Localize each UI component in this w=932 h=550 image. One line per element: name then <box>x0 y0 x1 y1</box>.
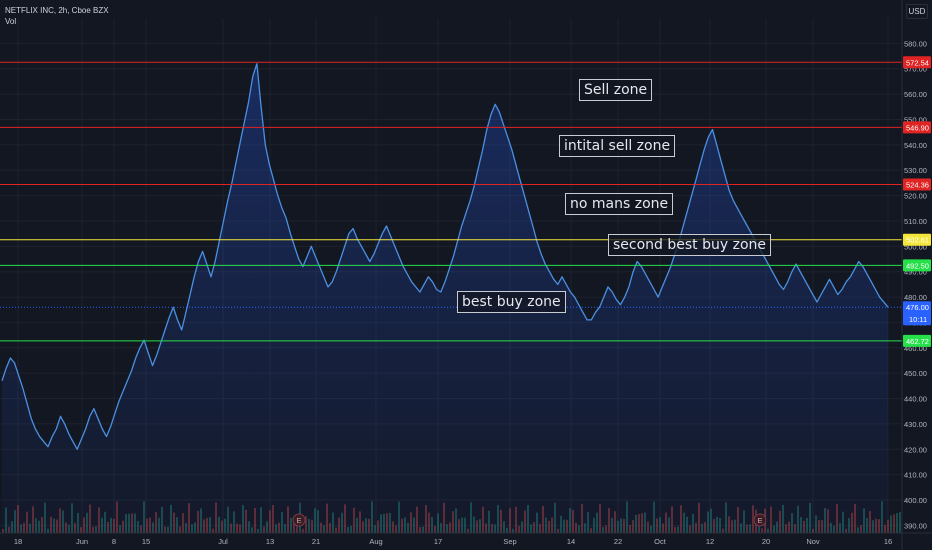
volume-bar <box>890 515 892 533</box>
price-level-badge-text: 492.50 <box>906 261 929 270</box>
x-tick-label: Jul <box>218 537 228 546</box>
x-tick-label: 13 <box>266 537 274 546</box>
x-tick-label: Oct <box>654 537 667 546</box>
x-tick-label: Aug <box>369 537 382 546</box>
price-level-badge[interactable] <box>903 259 931 272</box>
price-level-badge[interactable] <box>903 233 931 246</box>
x-tick-label: 8 <box>112 537 116 546</box>
countdown-text: 10:11 <box>909 315 927 324</box>
x-tick-label: 22 <box>614 537 622 546</box>
x-tick-label: 21 <box>312 537 320 546</box>
earnings-event-letter: E <box>296 516 301 525</box>
currency-button[interactable]: USD <box>906 4 928 19</box>
second-best-buy-zone-label[interactable]: second best buy zone <box>608 234 772 256</box>
y-tick-label: 550.00 <box>904 115 927 124</box>
x-tick-label: 12 <box>706 537 714 546</box>
y-tick-label: 500.00 <box>904 242 927 251</box>
y-tick-label: 520.00 <box>904 192 927 201</box>
y-tick-label: 440.00 <box>904 395 927 404</box>
x-tick-label: 18 <box>14 537 22 546</box>
symbol-line[interactable]: NETFLIX INC, 2h, Cboe BZX <box>5 6 109 15</box>
y-tick-label: 420.00 <box>904 445 927 454</box>
best-buy-zone-label[interactable]: best buy zone <box>457 291 566 313</box>
chart-header: NETFLIX INC, 2h, Cboe BZX Vol <box>5 5 109 27</box>
current-price-badge[interactable] <box>903 301 931 326</box>
volume-bar <box>899 512 901 533</box>
price-area <box>1 63 889 533</box>
x-tick-label: Nov <box>806 537 820 546</box>
x-tick-label: Jun <box>76 537 88 546</box>
y-tick-label: 540.00 <box>904 141 927 150</box>
y-tick-label: 490.00 <box>904 268 927 277</box>
price-level-badge-text: 524.36 <box>906 181 929 190</box>
y-tick-label: 430.00 <box>904 420 927 429</box>
y-tick-label: 510.00 <box>904 217 927 226</box>
no-mans-zone-label[interactable]: no mans zone <box>565 193 674 215</box>
price-area-fill <box>2 63 888 533</box>
current-price-text: 476.00 <box>906 303 929 312</box>
sell-zone-label[interactable]: Sell zone <box>579 79 653 101</box>
y-tick-label: 560.00 <box>904 90 927 99</box>
earnings-event-icon[interactable] <box>753 513 767 527</box>
y-tick-label: 480.00 <box>904 293 927 302</box>
price-axis-bg <box>902 0 932 550</box>
y-tick-label: 580.00 <box>904 39 927 48</box>
time-axis-bg <box>0 533 932 550</box>
y-tick-label: 390.00 <box>904 521 927 530</box>
price-level-badge[interactable] <box>903 178 931 191</box>
price-level-badge-text: 572.54 <box>906 58 929 67</box>
y-tick-label: 570.00 <box>904 65 927 74</box>
price-level-badge[interactable] <box>903 334 931 347</box>
price-level-badge[interactable] <box>903 121 931 134</box>
volume-bar <box>893 514 895 533</box>
volume-indicator-label[interactable]: Vol <box>5 17 17 26</box>
price-line <box>1 63 889 450</box>
x-tick-label: Sep <box>503 537 516 546</box>
price-level-badge[interactable] <box>903 56 931 69</box>
y-tick-label: 460.00 <box>904 344 927 353</box>
y-tick-label: 400.00 <box>904 496 927 505</box>
x-tick-label: 14 <box>567 537 575 546</box>
earnings-event-letter: E <box>757 516 762 525</box>
y-tick-label: 410.00 <box>904 471 927 480</box>
price-level-badge-text: 462.72 <box>906 337 929 346</box>
volume-bar <box>896 513 898 533</box>
price-level-badge-text: 502.61 <box>906 236 929 245</box>
price-axis[interactable]: 390.00 400.00 410.00 420.00 430.00 440.00 450.… <box>902 0 932 550</box>
initial-sell-zone-label[interactable]: intital sell zone <box>559 135 676 157</box>
earnings-event-icon[interactable] <box>292 513 306 527</box>
x-tick-label: 20 <box>762 537 770 546</box>
y-tick-label: 450.00 <box>904 369 927 378</box>
x-tick-label: 15 <box>142 537 150 546</box>
price-level-badge-text: 546.90 <box>906 123 929 132</box>
y-tick-label: 530.00 <box>904 166 927 175</box>
x-tick-label: 17 <box>434 537 442 546</box>
x-tick-label: 16 <box>884 537 892 546</box>
